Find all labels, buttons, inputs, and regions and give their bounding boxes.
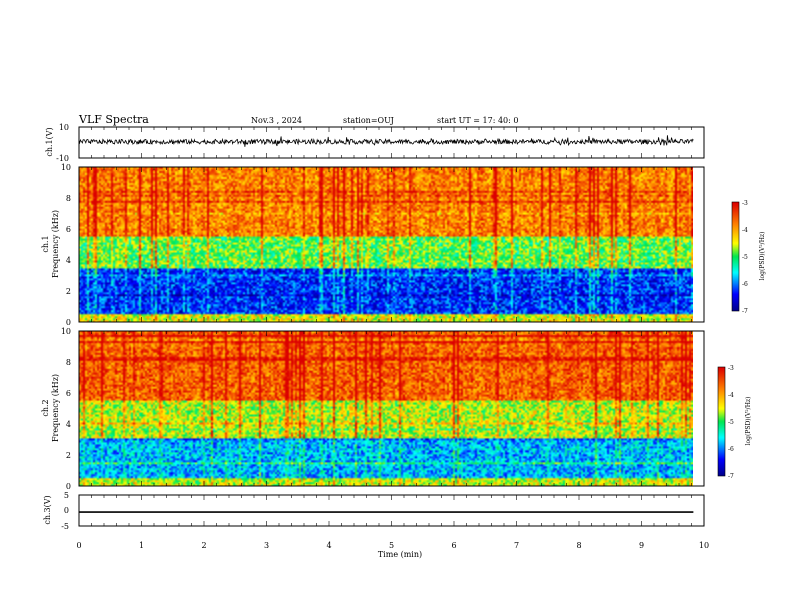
time-tick-label-4: 4 <box>326 541 331 550</box>
ch1-cb-tick-minus6: -6 <box>742 281 748 288</box>
ch1-cb-tick-minus5: -5 <box>742 254 748 261</box>
ch1-cb-tick-minus7: -7 <box>742 308 748 315</box>
ch1-ytick-4: 4 <box>66 256 71 265</box>
ch3-ytick-minus5: -5 <box>61 522 69 531</box>
ch2-spectrogram-panel: 0 2 4 6 8 10 ch.2 Frequency (kHz) -3 -4 … <box>41 327 752 491</box>
ch1-channel-label: ch.1 <box>41 235 50 252</box>
time-tick-label-9: 9 <box>639 541 644 550</box>
ch2-ytick-8: 8 <box>66 358 71 367</box>
ch1-waveform-ylabel: ch.1(V) <box>45 127 54 156</box>
time-tick-label-1: 1 <box>139 541 144 550</box>
time-tick-label-10: 10 <box>699 541 709 550</box>
date-label: Nov.3 , 2024 <box>251 116 302 125</box>
figure-title: VLF Spectra <box>78 113 149 126</box>
ch2-channel-label: ch.2 <box>41 399 50 416</box>
time-tick-label-0: 0 <box>76 541 81 550</box>
ch2-freq-ticks: 0 2 4 6 8 10 <box>61 327 71 491</box>
ch2-spectrogram-image <box>79 331 693 486</box>
ch1-waveform-panel: 10 -10 ch.1(V) <box>45 123 705 163</box>
ch1-colorbar-frame <box>731 201 740 312</box>
ch1-ytick-0: 0 <box>66 318 71 327</box>
ch1-spectrogram-image <box>79 167 693 322</box>
ch2-colorbar-frame <box>717 366 726 477</box>
ch1-cb-tick-minus3: -3 <box>742 200 748 207</box>
ch1-ytick-2: 2 <box>66 287 71 296</box>
ch3-ytick-5: 5 <box>64 491 69 500</box>
time-tick-label-8: 8 <box>576 541 581 550</box>
ch1-colorbar-label: log(PSD)(V²/Hz) <box>759 232 766 281</box>
ch1-ytick-6: 6 <box>66 225 71 234</box>
ch2-frequency-label: Frequency (kHz) <box>51 374 60 442</box>
time-tick-label-7: 7 <box>514 541 519 550</box>
ch1-ytick-10: 10 <box>61 163 71 172</box>
ch3-ytick-0: 0 <box>64 506 69 515</box>
ch2-cb-tick-minus5: -5 <box>728 419 734 426</box>
ch1-waveform-trace <box>78 135 694 147</box>
ch2-ytick-6: 6 <box>66 389 71 398</box>
ch1-waveform-line <box>78 135 694 147</box>
ch1-cb-tick-minus4: -4 <box>742 227 748 234</box>
ch1-freq-ticks: 0 2 4 6 8 10 <box>61 163 71 327</box>
time-tick-marks <box>78 127 705 526</box>
ch3-waveform-ylabel: ch.3(V) <box>43 495 52 524</box>
ch1-colorbar <box>732 202 739 311</box>
time-tick-label-2: 2 <box>201 541 206 550</box>
ch2-cb-tick-minus7: -7 <box>728 473 734 480</box>
ch2-colorbar-label: log(PSD)(V²/Hz) <box>745 397 752 446</box>
ch1-ytick-bottom: -10 <box>56 154 69 163</box>
station-label: station=OUJ <box>343 116 394 125</box>
ch1-ytick-8: 8 <box>66 194 71 203</box>
ch2-cb-tick-minus3: -3 <box>728 365 734 372</box>
time-axis-tick-labels: 0 1 2 3 4 5 6 7 8 9 10 <box>76 541 709 550</box>
time-tick-label-6: 6 <box>451 541 456 550</box>
ch2-ytick-10: 10 <box>61 327 71 336</box>
ch3-waveform-panel: 5 0 -5 ch.3(V) <box>43 491 705 531</box>
ch2-cb-tick-minus4: -4 <box>728 392 734 399</box>
ch2-colorbar <box>718 367 725 476</box>
ch2-ytick-4: 4 <box>66 420 71 429</box>
time-tick-label-5: 5 <box>389 541 394 550</box>
ch1-ytick-top: 10 <box>59 123 69 132</box>
ch2-ytick-0: 0 <box>66 482 71 491</box>
start-time-label: start UT = 17: 40: 0 <box>437 116 518 125</box>
ch1-spectrogram-panel: 0 2 4 6 8 10 ch.1 Frequency (kHz) -3 -4 … <box>41 163 766 327</box>
ch2-cb-tick-minus6: -6 <box>728 446 734 453</box>
ch2-ytick-2: 2 <box>66 451 71 460</box>
ch1-frequency-label: Frequency (kHz) <box>51 210 60 278</box>
time-tick-label-3: 3 <box>264 541 269 550</box>
time-axis-label: Time (min) <box>378 550 422 559</box>
